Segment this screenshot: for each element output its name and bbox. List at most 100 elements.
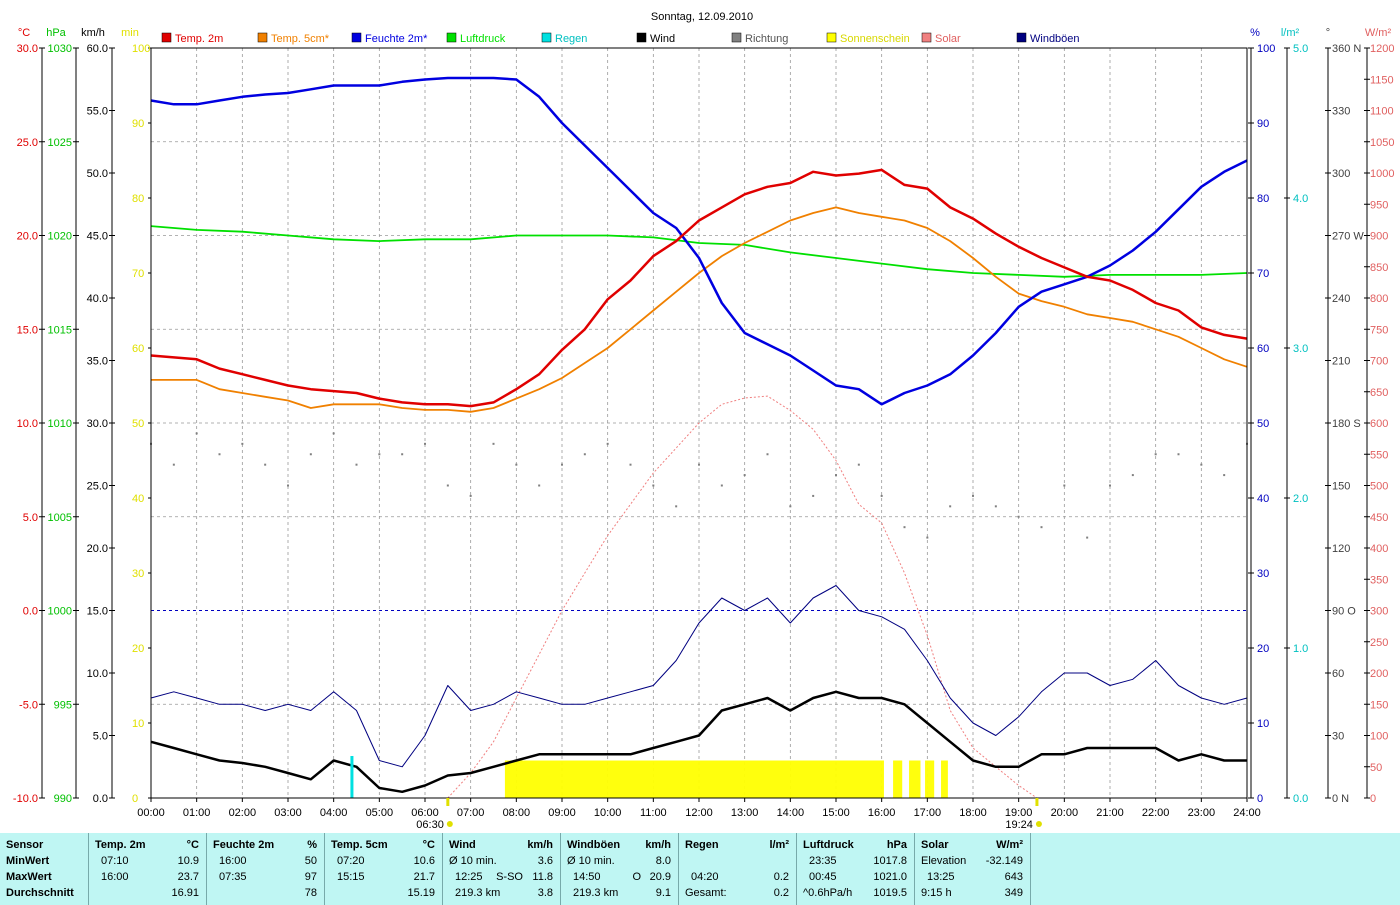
axes: 30.025.020.015.010.05.00.0-5.0-10.010301… xyxy=(13,27,1395,819)
x-tick-label: 11:00 xyxy=(640,807,667,819)
stats-direction: O xyxy=(632,871,641,883)
direction-dot xyxy=(1086,536,1089,539)
sunshine-bar xyxy=(925,760,935,798)
direction-tick-label: 90 O xyxy=(1332,606,1356,618)
direction-dot xyxy=(515,463,518,466)
direction-dot xyxy=(424,442,426,445)
legend-label: Feuchte 2m* xyxy=(365,33,428,45)
minutes-tick-label: 80 xyxy=(132,193,144,205)
stats-end xyxy=(1030,833,1031,905)
wind-tick-label: 0.0 xyxy=(93,793,108,805)
stats-direction: S-SO xyxy=(496,871,523,883)
x-tick-label: 08:00 xyxy=(503,807,531,819)
stats-label: Gesamt: xyxy=(685,887,727,899)
x-tick-label: 06:00 xyxy=(411,807,439,819)
row-label-max: MaxWert xyxy=(6,871,52,883)
legend-swatch xyxy=(826,32,837,43)
stats-col-wind: Wind km/h Ø 10 min. 3.6 12:25 S-SO 11.8 … xyxy=(442,833,561,905)
stats-value: 50 xyxy=(304,855,317,867)
sunset-label: 19:24 xyxy=(1005,819,1033,831)
rain-tick-label: 2.0 xyxy=(1293,493,1308,505)
minutes-tick-label: 100 xyxy=(132,43,150,55)
solar-tick-label: 600 xyxy=(1370,418,1388,430)
direction-dot xyxy=(949,505,952,508)
stats-value: 78 xyxy=(304,887,317,899)
stats-value: 1021.0 xyxy=(873,871,907,883)
pressure-tick-label: 1025 xyxy=(48,137,72,149)
wind-tick-label: 15.0 xyxy=(87,606,108,618)
pressure-tick-label: 1030 xyxy=(48,43,72,55)
row-label-min: MinWert xyxy=(6,855,50,867)
humidity-tick-label: 50 xyxy=(1257,418,1269,430)
x-tick-label: 15:00 xyxy=(822,807,850,819)
sunshine-bar xyxy=(909,760,921,798)
stats-col-gusts: Windböen km/h Ø 10 min. 8.0 14:50 O 20.9… xyxy=(560,833,679,905)
stats-unit: °C xyxy=(186,839,199,851)
solar-tick-label: 950 xyxy=(1370,199,1388,211)
direction-dot xyxy=(1063,484,1066,487)
humidity-tick-label: 20 xyxy=(1257,643,1269,655)
stats-label: ^0.6hPa/h xyxy=(803,887,853,899)
pressure-tick-label: 1010 xyxy=(48,418,72,430)
direction-tick-label: 0 N xyxy=(1332,793,1349,805)
stats-value: 643 xyxy=(1004,871,1023,883)
direction-dot xyxy=(332,432,335,435)
stats-value: 1017.8 xyxy=(873,855,907,867)
x-tick-label: 03:00 xyxy=(274,807,302,819)
rain-axis-unit: l/m² xyxy=(1281,27,1300,39)
stats-value: 10.6 xyxy=(413,855,435,867)
temp-tick-label: 15.0 xyxy=(17,324,38,336)
stats-value: 11.8 xyxy=(532,871,553,883)
minutes-tick-label: 20 xyxy=(132,643,144,655)
direction-dot xyxy=(857,463,860,466)
stats-unit: km/h xyxy=(645,839,671,851)
stats-label: 219.3 km xyxy=(455,887,501,899)
humidity-tick-label: 60 xyxy=(1257,343,1269,355)
stats-header: Feuchte 2m xyxy=(213,839,275,851)
stats-header: Wind xyxy=(449,839,476,851)
temp-tick-label: 25.0 xyxy=(17,137,38,149)
legend-label: Richtung xyxy=(745,33,788,45)
x-tick-label: 16:00 xyxy=(868,807,896,819)
humidity-tick-label: 90 xyxy=(1257,118,1269,130)
solar-tick-label: 1000 xyxy=(1370,168,1394,180)
direction-dot xyxy=(1177,453,1180,456)
direction-dot xyxy=(720,484,723,487)
stats-value: 21.7 xyxy=(413,871,435,883)
humidity-tick-label: 30 xyxy=(1257,568,1269,580)
direction-dot xyxy=(1040,526,1043,529)
stats-value: 349 xyxy=(1004,887,1023,899)
direction-dot xyxy=(446,484,449,487)
stats-label: 9:15 h xyxy=(921,887,952,899)
series-luftdruck xyxy=(150,225,1248,278)
sun-markers: 06:30 19:24 xyxy=(416,798,1042,831)
direction-dot xyxy=(287,484,289,487)
sun-icon xyxy=(1035,821,1042,827)
wind-tick-label: 35.0 xyxy=(87,356,108,368)
stats-header: Sensor xyxy=(6,839,44,851)
temp-tick-label: 10.0 xyxy=(17,418,38,430)
direction-dot xyxy=(1200,463,1203,466)
x-tick-label: 19:00 xyxy=(1005,807,1033,819)
rain-tick-label: 5.0 xyxy=(1293,43,1308,55)
x-tick-label: 10:00 xyxy=(594,807,622,819)
legend-label: Windböen xyxy=(1030,33,1080,45)
x-tick-label: 21:00 xyxy=(1096,807,1124,819)
minutes-tick-label: 70 xyxy=(132,268,144,280)
stats-unit: W/m² xyxy=(996,839,1023,851)
stats-col-hum2m: Feuchte 2m % 16:00 50 07:35 97 78 xyxy=(206,833,325,905)
humidity-tick-label: 80 xyxy=(1257,193,1269,205)
stats-time: 07:35 xyxy=(219,871,247,883)
direction-dot xyxy=(378,453,381,456)
legend-swatch xyxy=(921,32,932,43)
direction-dot xyxy=(743,474,746,477)
stats-time: 12:25 xyxy=(455,871,483,883)
stats-value: 15.19 xyxy=(407,887,435,899)
pressure-tick-label: 1005 xyxy=(48,512,72,524)
rain-bar xyxy=(350,756,354,798)
direction-tick-label: 240 xyxy=(1332,293,1350,305)
solar-tick-label: 550 xyxy=(1370,449,1388,461)
solar-tick-label: 100 xyxy=(1370,731,1388,743)
stats-unit: °C xyxy=(422,839,435,851)
stats-unit: hPa xyxy=(886,839,907,851)
